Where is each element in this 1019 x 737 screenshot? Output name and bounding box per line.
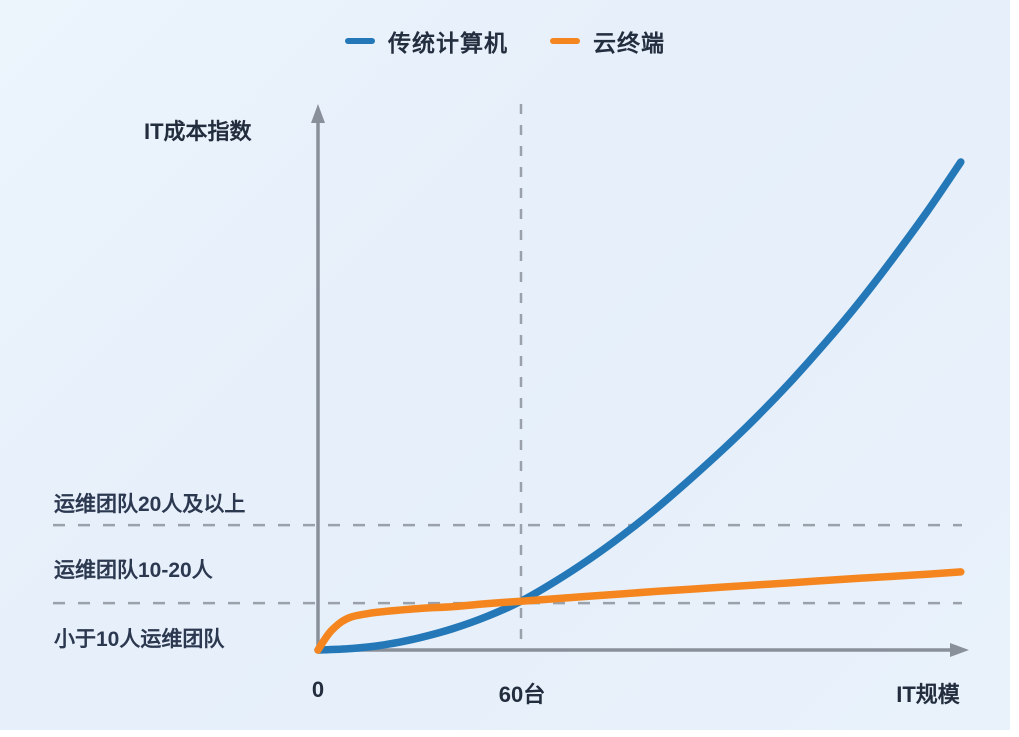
annotation-team-under10: 小于10人运维团队 — [54, 628, 225, 651]
legend-label-traditional-pc: 传统计算机 — [388, 30, 508, 56]
y-axis-title: IT成本指数 — [144, 119, 252, 144]
y-axis-arrow-icon — [311, 104, 325, 123]
x-tick-0: 0 — [311, 677, 325, 702]
annotation-team-10-20: 运维团队10-20人 — [54, 559, 213, 582]
x-tick-60: 60台 — [498, 682, 546, 707]
series-line-traditional-pc — [314, 158, 965, 654]
x-axis-arrow-icon — [950, 643, 969, 657]
series-line-cloud-terminal — [314, 568, 965, 654]
legend-swatch-traditional-pc-icon — [345, 38, 375, 44]
legend-swatch-cloud-terminal-icon — [550, 38, 580, 44]
x-axis-title: IT规模 — [896, 682, 960, 707]
annotation-team-20plus: 运维团队20人及以上 — [54, 493, 246, 516]
legend-label-cloud-terminal: 云终端 — [593, 30, 665, 56]
chart-legend: 传统计算机 云终端 — [0, 24, 1010, 58]
legend-item-cloud-terminal: 云终端 — [550, 24, 665, 58]
legend-item-traditional-pc: 传统计算机 — [345, 24, 508, 58]
